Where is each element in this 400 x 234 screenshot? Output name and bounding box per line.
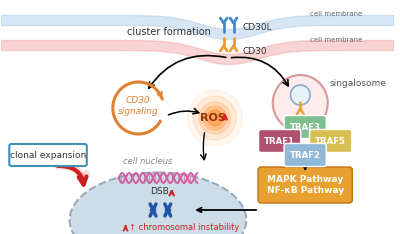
Circle shape: [203, 106, 227, 130]
Text: clonal expansion: clonal expansion: [10, 150, 86, 160]
Text: CD30
signaling: CD30 signaling: [118, 96, 159, 116]
Text: cluster formation: cluster formation: [127, 27, 211, 37]
Circle shape: [193, 96, 236, 140]
Text: TRAF3: TRAF3: [290, 123, 321, 132]
FancyBboxPatch shape: [258, 167, 352, 203]
Circle shape: [290, 85, 310, 105]
FancyBboxPatch shape: [284, 116, 326, 139]
Ellipse shape: [70, 172, 246, 234]
Text: DSB: DSB: [150, 187, 169, 197]
Text: TRAF5: TRAF5: [315, 136, 346, 146]
Circle shape: [273, 75, 328, 131]
Text: cell membrane: cell membrane: [310, 11, 362, 17]
Circle shape: [199, 102, 230, 134]
Circle shape: [187, 90, 242, 146]
Text: TRAF1: TRAF1: [264, 136, 295, 146]
Circle shape: [207, 110, 223, 126]
FancyBboxPatch shape: [310, 129, 352, 153]
Text: ROS: ROS: [200, 113, 226, 123]
Text: TRAF2: TRAF2: [290, 150, 321, 160]
Text: MAPK Pathway
NF-κB Pathway: MAPK Pathway NF-κB Pathway: [266, 175, 344, 195]
FancyBboxPatch shape: [284, 143, 326, 167]
Text: singalosome: singalosome: [330, 78, 386, 88]
Text: CD30L: CD30L: [242, 22, 272, 32]
Text: CD30: CD30: [242, 48, 267, 56]
FancyBboxPatch shape: [258, 129, 301, 153]
Text: cell membrane: cell membrane: [310, 37, 362, 43]
Text: cell nucleus: cell nucleus: [124, 157, 173, 167]
FancyBboxPatch shape: [9, 144, 87, 166]
Text: ↑ chromosomal instability: ↑ chromosomal instability: [128, 223, 239, 233]
